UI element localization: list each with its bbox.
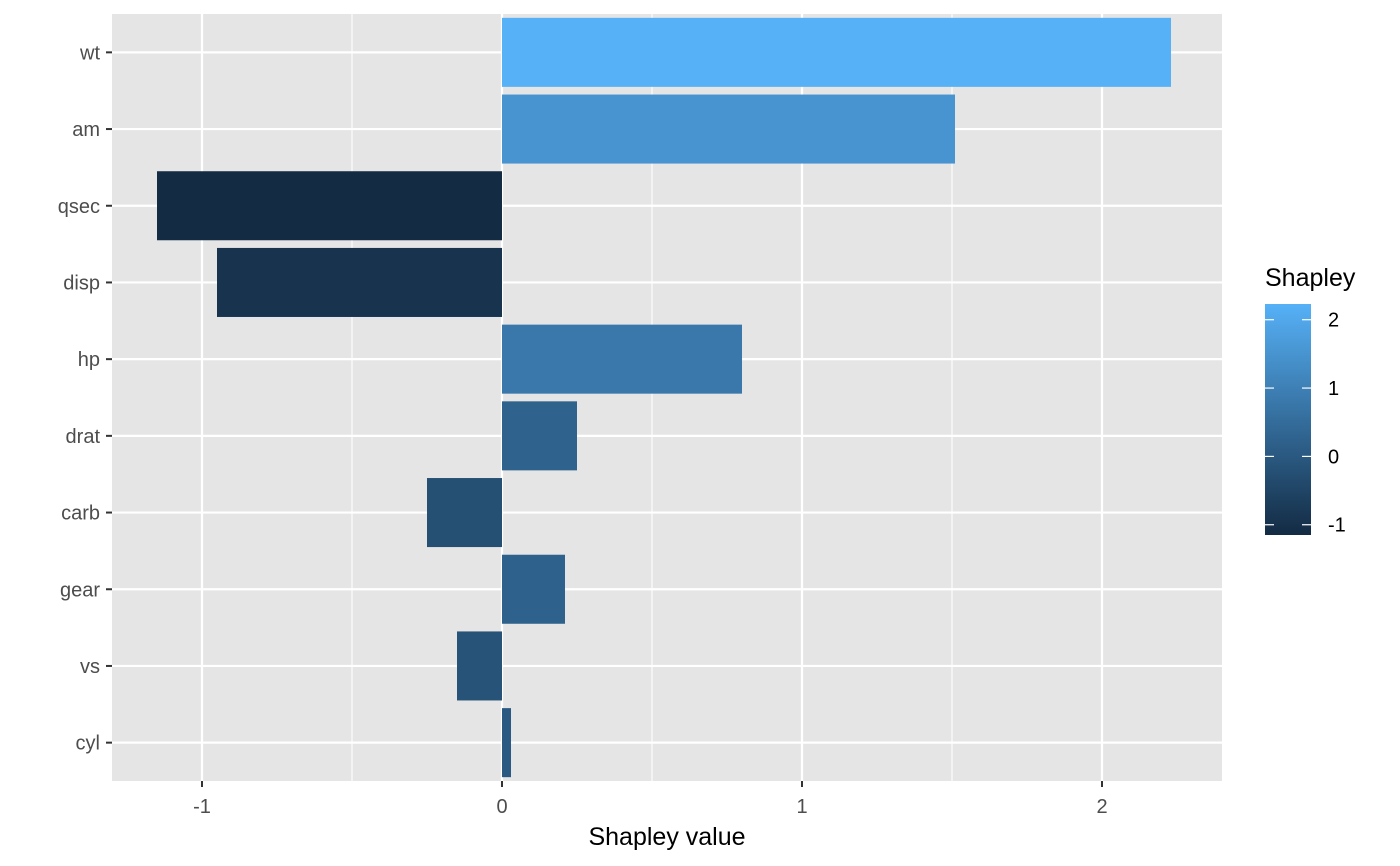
legend-label: -1 [1328,515,1346,537]
legend-label: 0 [1328,446,1339,468]
y-tick-label: disp [63,272,100,294]
bar-cyl [502,708,511,778]
y-axis: wt am qsec disp hp drat carb gear vs cyl [58,42,112,755]
y-tick-label: hp [78,349,100,371]
x-tick-label: 0 [496,796,507,818]
bar-am [502,94,955,164]
bar-vs [457,631,502,701]
legend-colorbar [1265,304,1311,535]
x-axis-title: Shapley value [588,823,745,851]
bar-wt [502,17,1171,87]
y-tick-label: wt [79,42,100,64]
grid-major [112,14,1222,781]
y-tick-label: cyl [76,733,100,755]
bar-qsec [157,171,502,241]
x-axis: -1 0 1 2 [193,781,1108,818]
y-tick-label: carb [61,503,100,525]
bar-hp [502,324,742,394]
bar-disp [217,247,502,317]
x-tick-label: -1 [193,796,211,818]
y-tick-label: am [72,119,100,141]
bars [157,17,1171,778]
color-legend: Shapley 2 1 0 -1 [1265,264,1356,537]
bar-carb [427,478,502,548]
x-tick-label: 2 [1096,796,1107,818]
y-tick-label: gear [60,579,100,601]
legend-label: 2 [1328,310,1339,332]
bar-drat [502,401,577,471]
y-tick-label: qsec [58,196,100,218]
legend-title: Shapley [1265,264,1356,292]
y-tick-label: vs [80,656,100,678]
x-tick-label: 1 [796,796,807,818]
bar-gear [502,554,565,624]
y-tick-label: drat [66,426,101,448]
legend-label: 1 [1328,378,1339,400]
